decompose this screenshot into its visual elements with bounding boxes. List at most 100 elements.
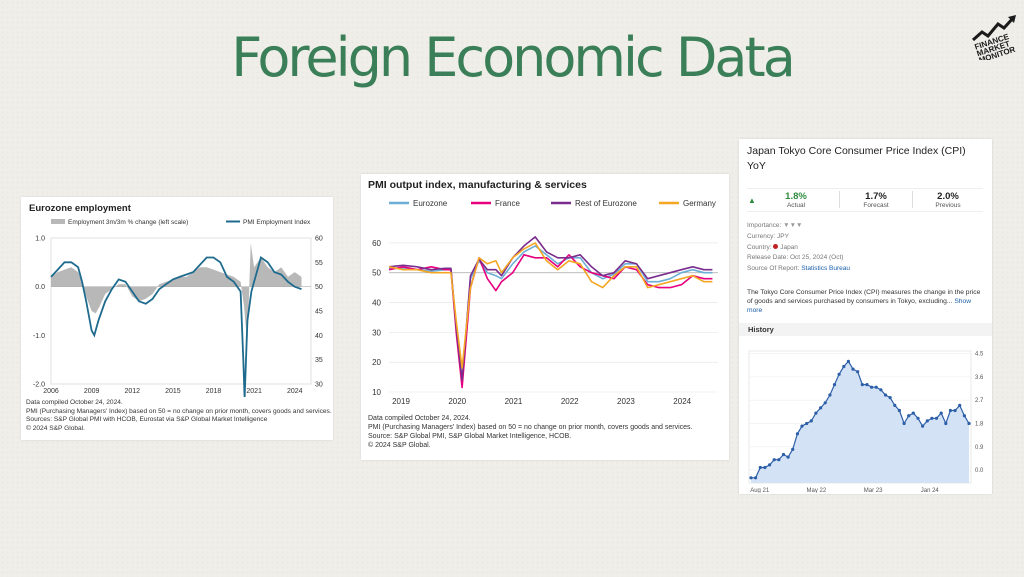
y-tick: 30 [372,328,381,337]
history-point [781,452,786,457]
x-tick: 2009 [84,388,100,395]
series-line-eurozone [389,245,713,383]
chart-title: Eurozone employment [29,203,131,214]
actual-label: Actual [786,202,806,209]
history-point [958,403,962,407]
x-tick: 2022 [561,397,579,406]
history-point [805,421,809,426]
divider [912,191,913,208]
history-point [916,416,920,420]
y-right-tick: 55 [315,260,323,267]
y-right-tick: 45 [315,309,323,316]
show-more-link[interactable]: Show more [747,298,972,315]
pmi-output-chart: Eurozone France Rest of Eurozone Germany 60 5… [372,199,718,406]
cpi-history-chart: 4.5 3.6 2.7 1.8 0.9 0.0 Aug 21 May 22 Mar 23 Jan … [748,350,984,493]
stats-row: ▲ 1.8% Actual 1.7% Forecast 2.0% Previou… [747,188,983,212]
history-point [934,416,939,420]
note-line: PMI (Purchasing Managers' Index) based o… [26,407,332,415]
history-point [907,414,911,418]
chart-notes: Data compiled October 24, 2024. PMI (Pur… [26,399,332,433]
history-point [888,396,892,400]
note-line: Sources: S&P Global PMI with HCOB, Euros… [26,416,268,424]
y-tick: 20 [372,358,381,367]
release-date: Release Date: Oct 25, 2024 (Oct) [747,254,844,262]
history-area [751,361,969,483]
history-point [809,419,813,423]
employment-area-series [51,242,302,346]
actual-value: 1.8% [785,191,807,202]
history-point [800,424,804,428]
history-point [842,364,846,369]
source-label: Source Of Report: [747,265,800,273]
y-right-tick: 40 [315,333,323,340]
indicator-meta: Importance: ▼▼▼ Currency: JPY Country: J… [747,221,850,275]
history-point [948,408,952,413]
x-tick: Mar 23 [864,488,883,493]
x-tick: 2024 [673,397,691,406]
x-tick: 2023 [617,397,635,406]
history-point [772,458,776,462]
history-point [768,463,772,467]
eurozone-employment-card: Eurozone employment Employment 3m/3m % c… [21,197,333,440]
note-line: Data compiled October 24, 2024. [368,415,471,422]
history-point [819,406,823,410]
forecast-stat: 1.7% Forecast [843,191,909,209]
y-right-tick: 50 [315,284,323,291]
y-left-tick: -1.0 [33,333,45,340]
history-point [832,383,837,387]
importance-icon: ▼▼▼ [783,222,803,229]
y-tick: 4.5 [975,352,984,358]
y-tick: 3.6 [975,375,984,381]
importance-row: Importance: ▼▼▼ [747,221,850,232]
x-tick: May 22 [807,488,827,493]
previous-label: Previous [935,202,961,209]
y-right-tick: 30 [315,382,323,389]
history-point [758,465,762,470]
description: The Tokyo Core Consumer Price Index (CPI… [747,288,987,316]
source-row: Source Of Report: Statistics Bureau [747,264,850,275]
history-point [749,476,753,480]
y-tick: 0.0 [975,468,984,474]
plot-frame [50,237,312,385]
description-text: The Tokyo Core Consumer Price Index (CPI… [747,289,981,306]
history-point [814,411,818,415]
history-point [902,421,906,426]
country-label: Country: [747,243,772,251]
x-tick: 2020 [448,397,466,406]
country-value: Japan [780,243,798,251]
history-point [911,411,915,415]
actual-stat: 1.8% Actual [763,191,829,209]
history-point [893,403,897,407]
source-link[interactable]: Statistics Bureau [801,265,850,273]
y-tick: 1.8 [975,421,984,427]
importance-label: Importance: [747,222,782,229]
history-point [921,424,925,428]
y-left-tick: -2.0 [33,382,45,389]
history-point [897,408,901,413]
y-left-tick: 1.0 [35,236,45,243]
history-point [763,465,767,470]
note-line: Data compiled October 24, 2024. [26,399,123,406]
currency: Currency: JPY [747,232,789,240]
x-tick: 2015 [165,388,181,395]
y-tick: 60 [372,239,381,248]
eurozone-employment-chart: Employment 3m/3m % change (left scale) PM… [33,219,323,397]
legend-label: Germany [683,199,716,208]
chart-title: PMI output index, manufacturing & servic… [368,179,587,191]
history-point [860,383,864,387]
x-tick: 2006 [43,388,59,395]
country-row: Country: Japan [747,243,850,254]
page-title: Foreign Economic Data [231,26,796,89]
history-point [883,393,888,397]
legend-swatch-area [51,219,65,224]
note-line: PMI (Purchasing Managers' Index) based o… [368,424,693,431]
history-point [944,421,948,426]
history-point [879,388,883,392]
y-right-tick: 60 [315,236,323,243]
pmi-employment-line [50,256,302,397]
history-point [851,367,855,371]
history-point [837,372,841,376]
x-tick: Aug 21 [750,488,770,493]
y-tick: 50 [372,269,381,278]
x-tick: 2024 [287,388,303,395]
